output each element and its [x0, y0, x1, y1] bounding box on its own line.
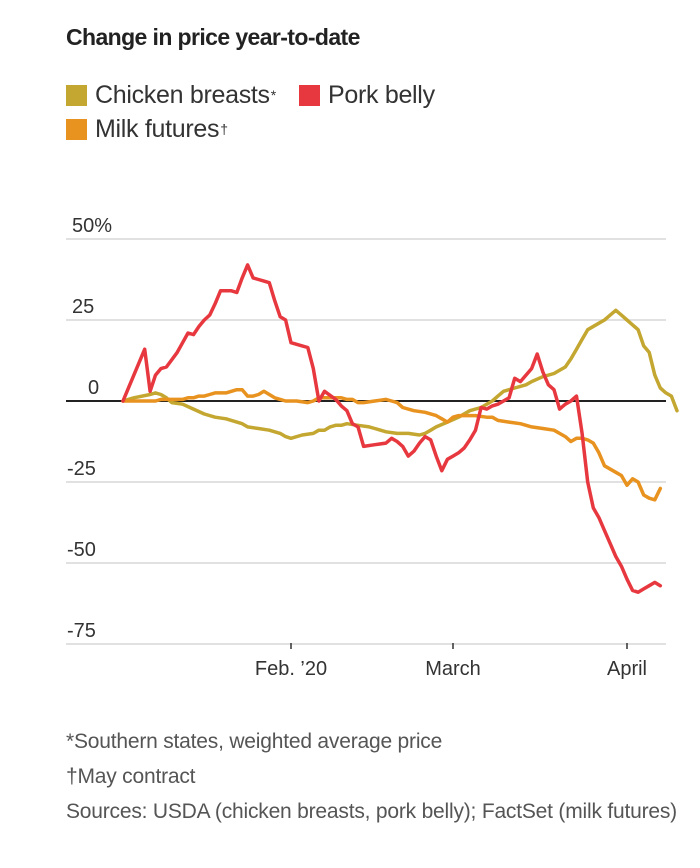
y-tick-label: -25 [67, 458, 96, 480]
legend-label-milk-futures: Milk futures [95, 114, 220, 143]
legend-swatch-chicken-breasts [66, 84, 87, 106]
x-axis: Feb. ’20 March April [255, 643, 647, 680]
chart-legend: Chicken breasts * Pork belly Milk futures… [66, 78, 586, 146]
x-tick-label: March [425, 658, 481, 680]
footnote-milk: †May contract [66, 765, 196, 788]
legend-marker-chicken-breasts: * [270, 87, 276, 103]
legend-swatch-milk-futures [66, 118, 87, 140]
series-layer [121, 263, 679, 594]
series-line-chicken-breasts [121, 308, 679, 441]
chart-title: Change in price year-to-date [66, 24, 360, 50]
legend-item-milk-futures: Milk futures † [66, 112, 228, 146]
x-tick-label: April [607, 658, 647, 680]
y-tick-label: -50 [67, 539, 96, 561]
legend-label-pork-belly: Pork belly [328, 80, 435, 109]
y-tick-label: 50% [72, 215, 112, 237]
legend-item-chicken-breasts: Chicken breasts * [66, 78, 276, 112]
y-tick-label: 25 [72, 296, 94, 318]
x-tick-label: Feb. ’20 [255, 658, 327, 680]
footnote-chicken: *Southern states, weighted average price [66, 730, 443, 753]
sources-note: Sources: USDA (chicken breasts, pork bel… [66, 800, 677, 823]
legend-marker-milk-futures: † [220, 121, 228, 137]
legend-swatch-pork-belly [299, 84, 320, 106]
legend-item-pork-belly: Pork belly [299, 78, 435, 112]
y-tick-label: -75 [67, 620, 96, 642]
series-line-milk-futures [121, 387, 663, 502]
footnotes: *Southern states, weighted average price… [66, 724, 686, 829]
y-tick-label: 0 [88, 377, 99, 399]
y-axis-labels: 50% 25 0 -25 -50 -75 [67, 215, 112, 642]
grid-layer [66, 238, 666, 645]
series-line-pork-belly [121, 263, 663, 594]
legend-label-chicken-breasts: Chicken breasts [95, 80, 270, 109]
